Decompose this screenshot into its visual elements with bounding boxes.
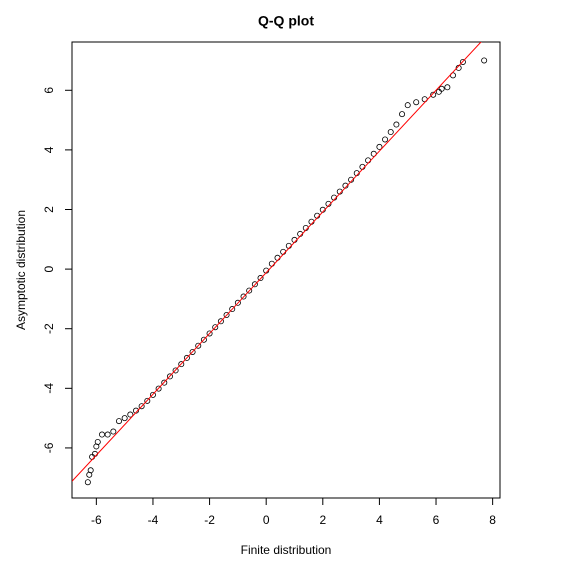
data-point [399,111,406,118]
data-point [430,91,437,98]
data-point [212,324,219,331]
x-tick-label: 8 [489,513,496,527]
data-point [115,418,122,425]
data-point [268,260,275,267]
y-axis-label: Asymptotic distribution [14,210,28,330]
x-tick-label: 6 [433,513,440,527]
data-point [444,84,451,91]
data-point [161,379,168,386]
y-tick-label: -6 [42,442,56,453]
data-point [132,407,139,414]
data-point [404,102,411,109]
data-point [121,415,128,422]
data-point [435,88,442,95]
data-point [481,57,488,64]
x-tick-label: -2 [204,513,215,527]
y-tick-label: -4 [42,383,56,394]
x-tick-label: -6 [91,513,102,527]
data-point [206,330,213,337]
data-point [89,453,96,460]
data-point [195,342,202,349]
data-point [189,348,196,355]
data-point [251,281,258,288]
data-point [240,293,247,300]
data-point [178,361,185,368]
data-point [127,411,134,418]
x-tick-label: 4 [376,513,383,527]
data-point [138,403,145,410]
data-point [91,450,98,457]
data-point [413,99,420,106]
data-point [84,479,91,486]
chart-title: Q-Q plot [258,13,314,29]
data-point [217,318,224,325]
data-point [149,391,156,398]
y-tick-label: 4 [42,146,56,153]
data-point [99,431,106,438]
data-point [459,58,466,65]
data-point [183,354,190,361]
x-tick-label: 0 [263,513,270,527]
data-point [234,299,241,306]
data-point [200,336,207,343]
data-point [365,157,372,164]
data-point [246,287,253,294]
data-point [438,85,445,92]
data-point [94,438,101,445]
data-point [110,428,117,435]
data-point [87,467,94,474]
y-tick-label: 6 [42,87,56,94]
data-point [387,129,394,136]
data-point [376,143,383,150]
y-tick-label: -2 [42,323,56,334]
x-tick-label: -4 [148,513,159,527]
y-tick-label: 2 [42,206,56,213]
data-point [172,367,179,374]
data-point [223,312,230,319]
reference-line [72,42,482,482]
data-point [144,397,151,404]
data-point [274,254,281,261]
data-point [155,385,162,392]
data-point [382,136,389,143]
data-point [104,431,111,438]
plot-frame [71,41,501,499]
data-point [166,373,173,380]
data-point [393,121,400,128]
y-tick-label: 0 [42,265,56,272]
data-point [348,176,355,183]
plot-area [72,42,488,486]
x-axis-label: Finite distribution [241,543,332,557]
data-point [229,306,236,313]
x-tick-label: 2 [319,513,326,527]
data-point [257,275,264,282]
